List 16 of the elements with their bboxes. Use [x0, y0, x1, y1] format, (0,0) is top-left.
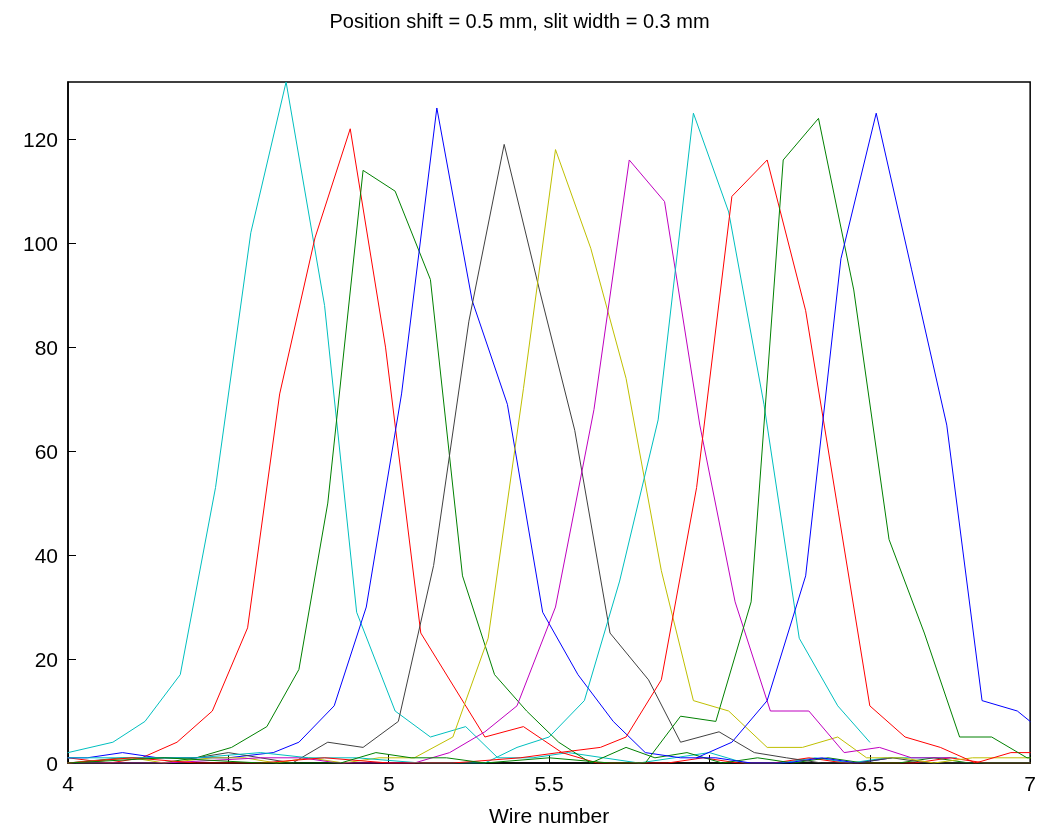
x-axis-title: Wire number — [488, 804, 610, 827]
y-tick-label: 60 — [34, 439, 58, 463]
y-tick-label: 40 — [34, 543, 58, 567]
y-tick-label: 20 — [34, 647, 58, 671]
x-tick-label: 6 — [703, 772, 716, 795]
x-tick-label: 5.5 — [534, 772, 564, 795]
x-tick-label: 7 — [1024, 772, 1036, 795]
y-tick-label: 0 — [46, 751, 58, 775]
x-tick-label: 4.5 — [213, 772, 243, 795]
x-tick-label: 6.5 — [855, 772, 885, 795]
x-tick-label: 4 — [62, 772, 75, 795]
y-tick-label: 120 — [22, 127, 58, 151]
y-tick-label: 100 — [22, 231, 58, 255]
y-tick-label: 80 — [34, 335, 58, 359]
chart-title: Position shift = 0.5 mm, slit width = 0.3 mm — [329, 10, 710, 32]
x-tick-label: 5 — [382, 772, 395, 795]
